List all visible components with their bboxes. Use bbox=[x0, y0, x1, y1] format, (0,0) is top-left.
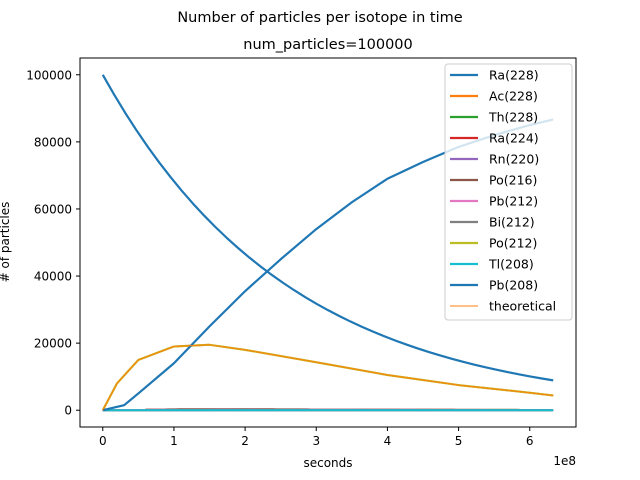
legend-label-th-228: Th(228) bbox=[488, 110, 538, 125]
y-tick-label: 100000 bbox=[26, 68, 72, 82]
x-tick-label: 6 bbox=[526, 434, 534, 448]
legend-label-rn-220: Rn(220) bbox=[489, 152, 539, 167]
x-axis-offset-label: 1e8 bbox=[553, 454, 576, 468]
legend-items: Ra(228) Ac(228) Th(228) Ra(224) Rn(220) Po(21… bbox=[450, 68, 556, 314]
series-line-po-212 bbox=[101, 343, 554, 411]
x-axis: 0 1 2 3 4 5 6 bbox=[99, 427, 534, 448]
legend-label-ac-228: Ac(228) bbox=[489, 89, 538, 104]
legend-label-tl-208: Tl(208) bbox=[488, 257, 534, 272]
legend-label-po-216: Po(216) bbox=[489, 173, 537, 188]
legend: Ra(228) Ac(228) Th(228) Ra(224) Rn(220) Po(21… bbox=[444, 63, 573, 321]
axes-frame bbox=[79, 57, 577, 428]
x-tick-label: 4 bbox=[384, 434, 392, 448]
x-tick-label: 0 bbox=[99, 434, 107, 448]
legend-label-ra-228: Ra(228) bbox=[489, 68, 539, 83]
legend-label-theoretical: theoretical bbox=[489, 299, 556, 314]
legend-label-po-212: Po(212) bbox=[489, 236, 537, 251]
legend-box bbox=[444, 63, 573, 321]
legend-label-pb-212: Pb(212) bbox=[489, 194, 538, 209]
plot-area bbox=[79, 57, 577, 428]
series-line-theoretical bbox=[102, 344, 554, 411]
y-tick-label: 0 bbox=[64, 404, 72, 418]
x-axis-label: seconds bbox=[303, 456, 352, 470]
series-line-ac-228 bbox=[101, 343, 554, 411]
series-layer bbox=[101, 74, 554, 412]
series-line-ra-228 bbox=[101, 74, 554, 382]
y-tick-label: 20000 bbox=[34, 337, 72, 351]
legend-label-ra-224: Ra(224) bbox=[489, 131, 539, 146]
x-tick-label: 1 bbox=[170, 434, 178, 448]
y-axis-label: # of particles bbox=[0, 202, 12, 283]
chart-title: num_particles=100000 bbox=[243, 37, 413, 53]
legend-label-bi-212: Bi(212) bbox=[489, 215, 535, 230]
x-tick-label: 5 bbox=[455, 434, 463, 448]
x-tick-label: 3 bbox=[312, 434, 320, 448]
y-axis: 0 20000 40000 60000 80000 100000 bbox=[26, 68, 80, 418]
y-tick-label: 60000 bbox=[34, 202, 72, 216]
x-tick-label: 2 bbox=[241, 434, 249, 448]
y-tick-label: 80000 bbox=[34, 135, 72, 149]
y-tick-label: 40000 bbox=[34, 270, 72, 284]
legend-label-pb-208: Pb(208) bbox=[489, 278, 538, 293]
chart-suptitle: Number of particles per isotope in time bbox=[177, 10, 462, 26]
